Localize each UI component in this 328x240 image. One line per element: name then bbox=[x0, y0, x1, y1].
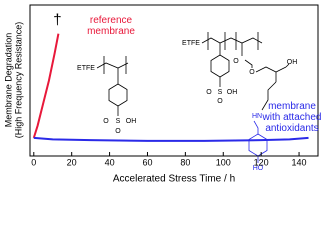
bond bbox=[201, 37, 263, 44]
ring bbox=[248, 133, 268, 157]
atom-label: OH bbox=[126, 118, 137, 125]
x-tick-label: 0 bbox=[31, 157, 36, 167]
ring bbox=[108, 83, 128, 107]
x-tick-label: 60 bbox=[142, 157, 152, 167]
ring bbox=[210, 54, 230, 78]
x-tick-label: 20 bbox=[67, 157, 77, 167]
series-label: membrane with attached antioxidants bbox=[262, 101, 322, 134]
atom-label: OH bbox=[227, 89, 238, 96]
x-axis-title: Accelerated Stress Time / h bbox=[113, 174, 235, 185]
atom-label: O bbox=[249, 69, 255, 76]
atom-label: O bbox=[217, 98, 223, 105]
atom-label: HO bbox=[253, 165, 264, 172]
reference-structure: ETFE S O O OH bbox=[77, 56, 136, 135]
annotation: † bbox=[53, 12, 61, 29]
x-tick-label: 140 bbox=[292, 157, 307, 167]
series-label: reference membrane bbox=[87, 15, 135, 37]
atom-label: S bbox=[116, 118, 121, 125]
x-tick-label: 100 bbox=[216, 157, 231, 167]
atom-label: O bbox=[103, 118, 109, 125]
bond bbox=[255, 66, 287, 73]
bond bbox=[244, 59, 253, 68]
series-line bbox=[33, 136, 309, 142]
x-tick-label: 40 bbox=[105, 157, 115, 167]
bond bbox=[96, 62, 129, 69]
y-axis-title: (High Frequency Resistance) bbox=[13, 22, 23, 139]
x-tick-label: 120 bbox=[254, 157, 269, 167]
atom-label: O bbox=[115, 128, 121, 135]
atom-label: O bbox=[233, 58, 239, 65]
bond bbox=[261, 81, 277, 111]
atom-label: O bbox=[206, 89, 212, 96]
atom-label: ETFE bbox=[77, 65, 95, 72]
atom-label: ETFE bbox=[182, 40, 200, 47]
bond bbox=[285, 63, 290, 68]
atom-label: HN bbox=[252, 113, 262, 120]
y-axis-title: Membrane Degradation bbox=[3, 33, 13, 128]
x-tick-label: 80 bbox=[180, 157, 190, 167]
atom-label: OH bbox=[287, 59, 298, 66]
bond bbox=[253, 120, 259, 134]
plot-frame bbox=[29, 4, 319, 157]
chart: Membrane Degradation (High Frequency Res… bbox=[3, 4, 322, 185]
series-line bbox=[32, 33, 60, 139]
atom-label: S bbox=[218, 89, 223, 96]
